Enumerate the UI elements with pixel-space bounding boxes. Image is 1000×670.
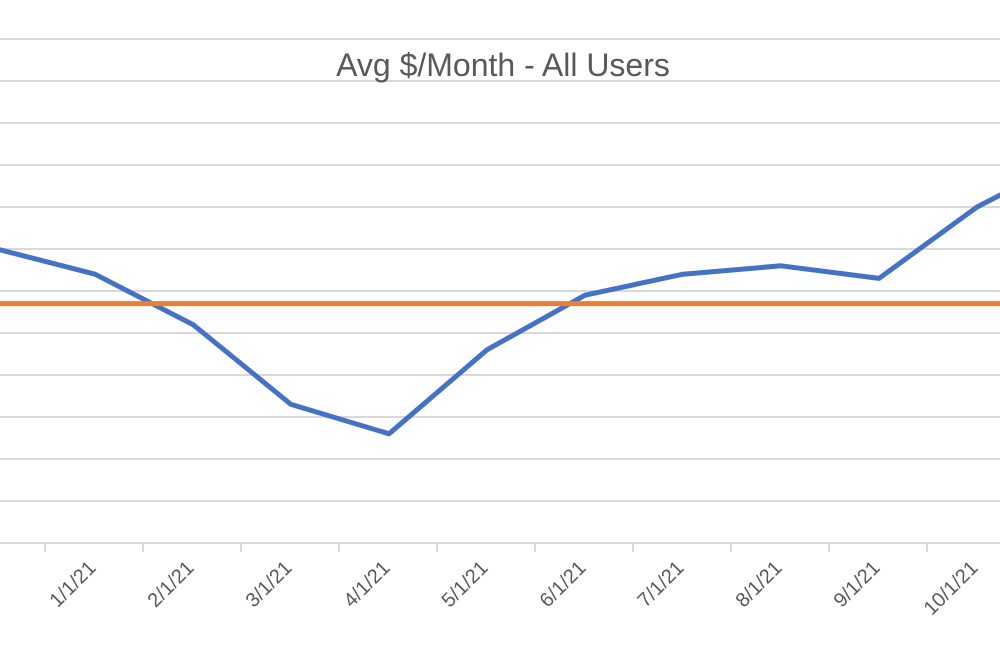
data-point: [192, 324, 194, 326]
chart-title: Avg $/Month - All Users: [336, 47, 670, 83]
data-point: [94, 303, 96, 305]
series-line-1: [0, 192, 1000, 437]
data-point: [878, 303, 880, 305]
data-point: [584, 303, 586, 305]
data-point: [388, 433, 390, 435]
data-point: [976, 303, 978, 305]
data-point: [290, 303, 292, 305]
series-layer: [0, 192, 1000, 437]
data-point: [878, 277, 880, 279]
data-point: [976, 206, 978, 208]
data-point: [780, 303, 782, 305]
data-point: [290, 403, 292, 405]
gridlines: [0, 38, 1000, 502]
data-point: [486, 303, 488, 305]
data-point: [584, 294, 586, 296]
data-point: [94, 273, 96, 275]
data-point: [192, 303, 194, 305]
data-point: [780, 265, 782, 267]
data-point: [388, 303, 390, 305]
data-point: [486, 349, 488, 351]
data-point: [682, 303, 684, 305]
data-point: [682, 273, 684, 275]
